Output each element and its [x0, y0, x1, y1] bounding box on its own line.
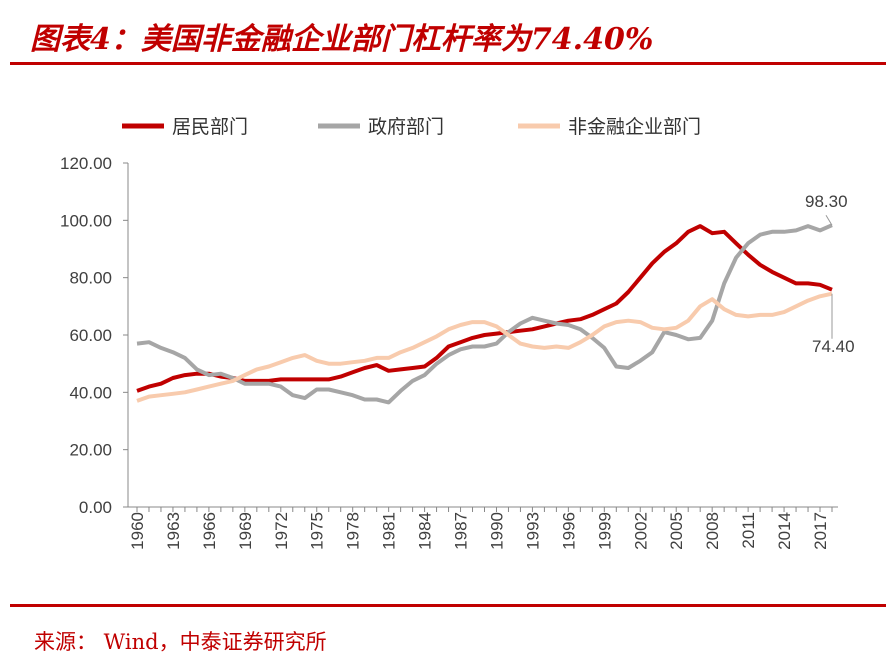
- x-tick-label: 1990: [487, 512, 506, 550]
- y-tick-label: 0.00: [79, 498, 112, 517]
- y-tick-label: 40.00: [69, 383, 112, 402]
- x-tick-label: 1987: [452, 512, 471, 550]
- x-tick-label: 1993: [523, 512, 542, 550]
- x-tick-label: 1978: [344, 512, 363, 550]
- x-tick-label: 1984: [416, 512, 435, 550]
- x-tick-label: 1960: [128, 512, 147, 550]
- annotation-leader: [825, 214, 833, 226]
- x-tick-label: 1975: [308, 512, 327, 550]
- page-title: 图表4：美国非金融企业部门杠杆率为74.40%: [30, 22, 654, 57]
- x-tick-label: 1999: [595, 512, 614, 550]
- y-tick-label: 20.00: [69, 441, 112, 460]
- x-tick-label: 1996: [559, 512, 578, 550]
- x-tick-label: 2005: [667, 512, 686, 550]
- x-tick-label: 2002: [631, 512, 650, 550]
- y-tick-label: 100.00: [60, 211, 112, 230]
- x-tick-label: 1966: [200, 512, 219, 550]
- series-line-2: [136, 291, 833, 403]
- y-tick-label: 60.00: [69, 326, 112, 345]
- series-line-1: [136, 223, 833, 405]
- y-tick-label: 120.00: [60, 154, 112, 173]
- annotation-label: 74.40: [812, 337, 855, 356]
- x-tick-label: 1972: [272, 512, 291, 550]
- x-tick-label: 1963: [164, 512, 183, 550]
- x-tick-label: 1981: [380, 512, 399, 550]
- x-tick-label: 2017: [811, 512, 830, 550]
- x-tick-label: 2014: [775, 512, 794, 550]
- title-rule: [10, 62, 886, 65]
- source-note: 来源： Wind，中泰证券研究所: [34, 630, 327, 654]
- source-rule: [10, 604, 886, 607]
- series-line-0: [136, 224, 833, 393]
- x-tick-label: 1969: [236, 512, 255, 550]
- x-tick-label: 2008: [703, 512, 722, 550]
- annotation-label: 98.30: [805, 192, 848, 211]
- legend-label-2: 非金融企业部门: [568, 116, 701, 138]
- line-chart: 0.00 20.00 40.00 60.00 80.00 100.00 120.00 1960…: [60, 116, 855, 550]
- y-tick-label: 80.00: [69, 269, 112, 288]
- x-tick-label: 2011: [739, 512, 758, 549]
- legend-label-0: 居民部门: [172, 116, 248, 138]
- legend-label-1: 政府部门: [368, 116, 444, 138]
